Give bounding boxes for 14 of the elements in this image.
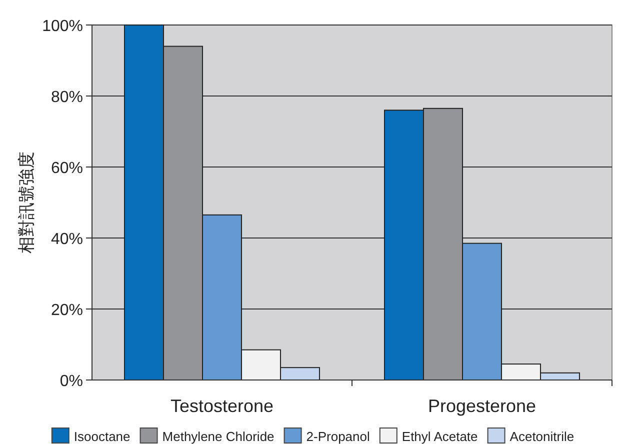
y-tick-label: 40% (50, 231, 83, 248)
y-tick-label: 0% (60, 373, 83, 390)
legend-label: 2-Propanol (306, 429, 370, 444)
x-tick-label: Progesterone (428, 396, 536, 416)
y-axis-title: 相對訊號強度 (17, 152, 36, 254)
legend-label: Methylene Chloride (162, 429, 274, 444)
x-tick-label: Testosterone (170, 396, 274, 416)
y-tick-label: 60% (50, 160, 83, 177)
legend-label: Ethyl Acetate (402, 429, 478, 444)
y-tick-label: 80% (50, 89, 83, 106)
y-tick-label: 20% (50, 302, 83, 319)
legend-label: Acetonitrile (510, 429, 574, 444)
y-tick-label: 100% (42, 18, 83, 35)
legend-label: Isooctane (74, 429, 130, 444)
